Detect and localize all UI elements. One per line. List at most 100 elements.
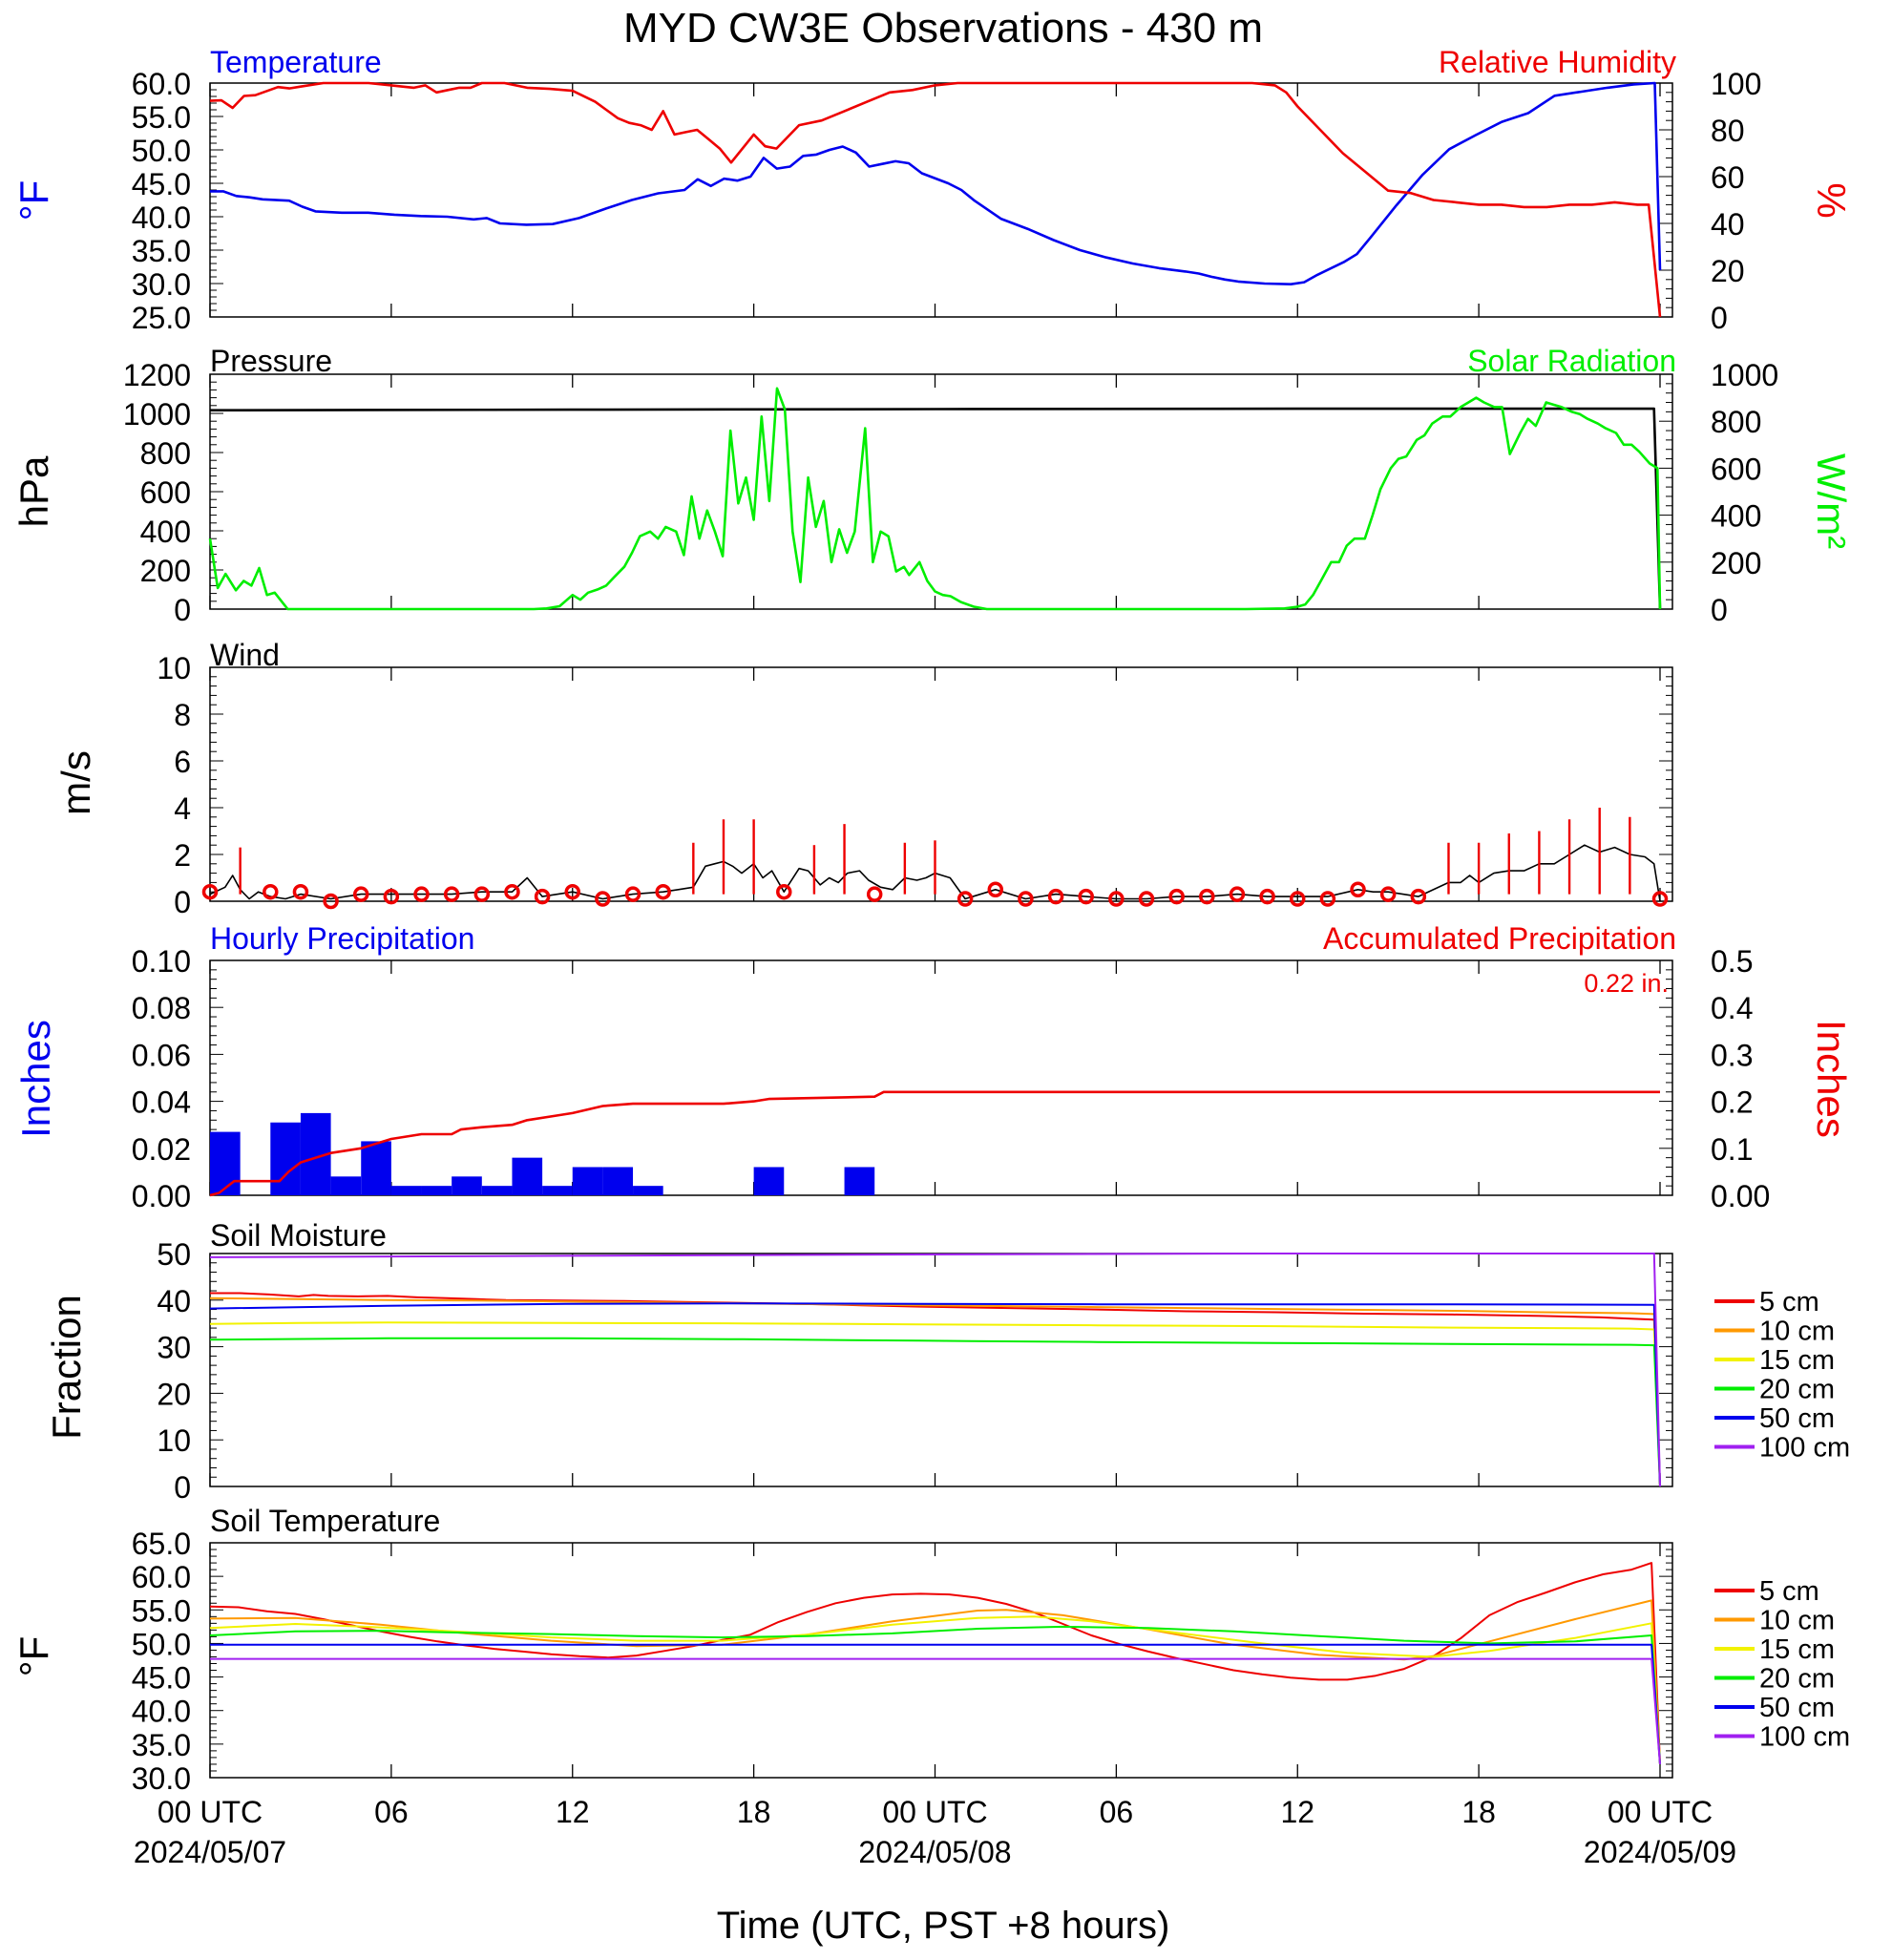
x-tick-date-label: 2024/05/07 [134, 1835, 286, 1869]
hourly-precip-bar [602, 1167, 634, 1195]
y-tick-label: 4 [174, 791, 191, 826]
y-tick-label: 0.5 [1711, 944, 1753, 979]
wind-calm-marker [323, 893, 339, 910]
y-tick-label: 20 [1711, 254, 1745, 288]
wind-calm-marker [201, 883, 219, 900]
xaxis-title: Time (UTC, PST +8 hours) [717, 1905, 1170, 1947]
soil-temperature-line [209, 1615, 1661, 1764]
y-tick-label: 80 [1711, 114, 1745, 148]
panel-temperature-humidity: Temperature Relative Humidity °F % 60.05… [11, 45, 1854, 335]
soil-temperature-line [209, 1562, 1661, 1764]
y-tick-label: 0 [174, 1470, 191, 1505]
y-tick-label: 0 [1711, 301, 1728, 335]
time-axis-labels: 00 UTC 2024/05/07 06 12 18 00 UTC 2024/05/08 06… [134, 1795, 1736, 1869]
hourly-precip-bar [270, 1122, 301, 1195]
x-tick-date-label: 2024/05/09 [1584, 1835, 1736, 1869]
wind-calm-marker [987, 881, 1004, 897]
plot-frame [209, 959, 1673, 1196]
wind-calm-marker [352, 886, 369, 902]
panel-wind: Wind m/s 10 8 6 4 2 0 [53, 638, 1673, 919]
wind-calm-marker [1168, 888, 1185, 905]
y-tick-label: 45.0 [132, 1661, 191, 1696]
soil-moisture-line [209, 1296, 1661, 1487]
y-tick-label: 50 [157, 1237, 191, 1272]
legend-label: 50 cm [1759, 1693, 1835, 1723]
y-tick-label: 25.0 [132, 301, 191, 335]
y-tick-label: 1000 [1711, 358, 1778, 392]
wind-calm-marker [1047, 888, 1064, 905]
y-tick-label: 50.0 [132, 134, 191, 168]
hourly-precip-bar [633, 1186, 663, 1195]
y-tick-label: 200 [140, 554, 191, 588]
plot-frame [209, 1253, 1673, 1487]
title-pressure: Pressure [210, 344, 332, 378]
y-tick-label: 20 [157, 1377, 191, 1411]
wind-calm-marker [1078, 888, 1094, 905]
y-tick-label: 0.4 [1711, 991, 1753, 1025]
hourly-precip-bar [481, 1186, 513, 1195]
y-tick-label: 30.0 [132, 267, 191, 302]
legend-label: 10 cm [1759, 1606, 1835, 1636]
y-tick-label: 40 [1711, 207, 1745, 242]
y-tick-label: 40 [157, 1284, 191, 1318]
hourly-precip-bar [844, 1167, 875, 1195]
plot-frame [209, 666, 1673, 902]
solar-radiation-line [208, 387, 1662, 611]
panel-precipitation: Hourly Precipitation Accumulated Precipi… [13, 921, 1854, 1213]
title-hourly-precip: Hourly Precipitation [210, 921, 474, 956]
y-tick-label: 55.0 [132, 1593, 191, 1628]
wind-calm-marker [413, 886, 430, 902]
wind-speed-line [209, 844, 1661, 902]
hourly-precip-bar [452, 1176, 482, 1195]
ylabel-hourly-precip: Inches [13, 1020, 58, 1138]
wind-calm-marker [263, 883, 279, 900]
x-tick-label: 12 [1280, 1795, 1314, 1829]
y-tick-label: 60.0 [132, 67, 191, 101]
y-tick-label: 35.0 [132, 234, 191, 268]
x-tick-label: 18 [737, 1795, 771, 1829]
ylabel-temperature: °F [11, 180, 56, 221]
wind-calm-marker [595, 891, 611, 907]
title-soil-moisture: Soil Moisture [210, 1218, 387, 1253]
y-tick-label: 6 [174, 745, 191, 779]
wind-calm-marker [1229, 886, 1246, 902]
y-tick-label: 40.0 [132, 1695, 191, 1729]
y-tick-label: 30.0 [132, 1761, 191, 1796]
legend-label: 5 cm [1759, 1576, 1819, 1607]
x-tick-label: 06 [374, 1795, 409, 1829]
wind-calm-marker [473, 886, 491, 902]
y-tick-label: 2 [174, 838, 191, 873]
y-tick-label: 0.08 [132, 991, 191, 1025]
wind-calm-marker [1319, 891, 1336, 907]
accum-precip-line [209, 1090, 1660, 1197]
y-tick-label: 8 [174, 698, 191, 732]
wind-calm-marker [866, 886, 883, 902]
soil-moisture-line [209, 1337, 1661, 1487]
y-tick-label: 800 [140, 436, 191, 471]
legend-label: 20 cm [1759, 1664, 1835, 1695]
wind-calm-marker [1108, 891, 1125, 907]
y-tick-label: 55.0 [132, 100, 191, 135]
y-tick-label: 0.04 [132, 1085, 191, 1120]
hourly-precip-bar [572, 1167, 603, 1195]
plot-frame [209, 1542, 1673, 1779]
legend-label: 15 cm [1759, 1634, 1835, 1665]
y-tick-label: 0.1 [1711, 1132, 1753, 1167]
x-tick-date-label: 2024/05/08 [858, 1835, 1011, 1869]
y-tick-label: 60 [1711, 160, 1745, 195]
y-tick-label: 45.0 [132, 167, 191, 201]
y-tick-label: 35.0 [132, 1728, 191, 1762]
legend-label: 100 cm [1759, 1433, 1850, 1464]
title-temperature: Temperature [210, 45, 382, 79]
y-tick-label: 65.0 [132, 1527, 191, 1561]
ylabel-humidity: % [1809, 182, 1854, 218]
ylabel-accum-precip: Inches [1809, 1020, 1854, 1138]
accum-total-annotation: 0.22 in. [1584, 969, 1669, 998]
title-wind: Wind [210, 638, 280, 672]
ylabel-wind: m/s [53, 750, 98, 815]
wind-calm-marker [1199, 888, 1215, 905]
wind-calm-marker [1379, 886, 1397, 902]
y-tick-label: 0.2 [1711, 1085, 1753, 1120]
